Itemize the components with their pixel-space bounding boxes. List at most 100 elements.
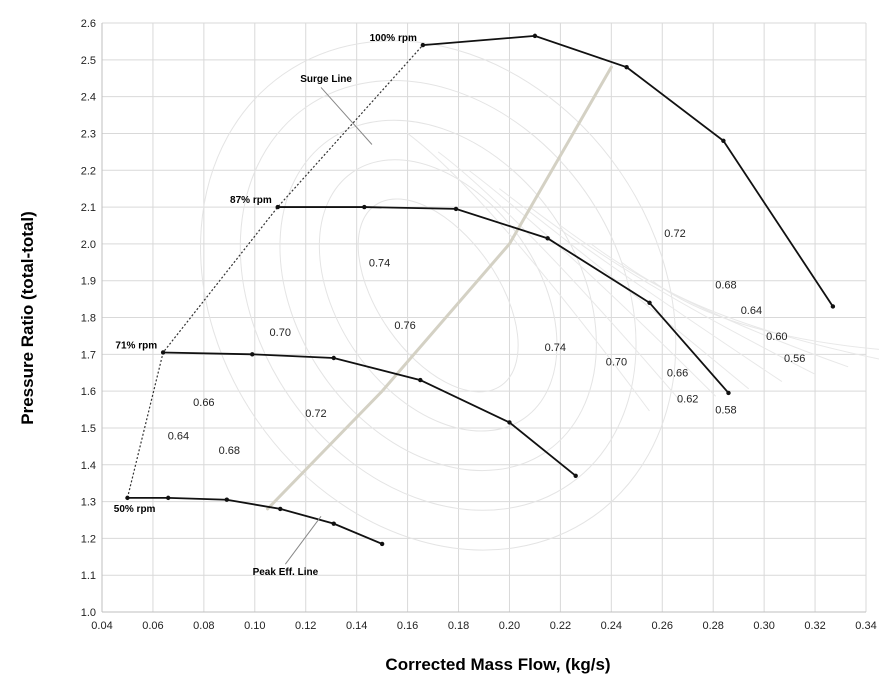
y-tick-label: 1.8 <box>81 313 96 325</box>
x-tick-label: 0.14 <box>346 620 367 632</box>
efficiency-contour <box>468 169 717 397</box>
efficiency-label: 0.60 <box>766 331 787 343</box>
x-tick-label: 0.12 <box>295 620 316 632</box>
speed-line-point <box>507 420 512 425</box>
x-tick-label: 0.04 <box>91 620 112 632</box>
speed-line-label: 71% rpm <box>115 340 157 351</box>
y-tick-label: 2.4 <box>81 92 96 104</box>
y-tick-label: 1.2 <box>81 533 96 545</box>
speed-line-point <box>362 204 367 210</box>
speed-line-point <box>224 497 229 502</box>
y-tick-label: 1.0 <box>81 607 96 619</box>
x-tick-label: 0.26 <box>652 620 673 632</box>
x-tick-label: 0.32 <box>804 620 825 632</box>
efficiency-label: 0.68 <box>715 279 736 291</box>
efficiency-contour <box>437 151 683 404</box>
gridlines <box>101 22 867 613</box>
efficiency-contour <box>560 225 816 375</box>
x-tick-label: 0.10 <box>244 620 265 632</box>
x-tick-label: 0.34 <box>855 620 876 632</box>
efficiency-contour <box>239 80 637 511</box>
y-tick-label: 2.2 <box>81 165 96 177</box>
speed-line-point <box>624 64 629 70</box>
speed-line-label: 100% rpm <box>370 33 417 44</box>
efficiency-contour <box>279 119 597 472</box>
annotation-leader <box>320 87 373 145</box>
speed-line-point <box>647 300 652 305</box>
speed-line-point <box>830 304 836 309</box>
speed-line-point <box>418 377 423 383</box>
speed-line-label: 87% rpm <box>230 195 272 206</box>
speed-line-point <box>573 473 578 478</box>
x-tick-label: 0.06 <box>142 620 163 632</box>
speed-line-point <box>420 42 426 48</box>
efficiency-contour <box>357 198 519 393</box>
x-tick-label: 0.08 <box>193 620 214 632</box>
speed-line-point <box>331 521 336 526</box>
efficiency-label: 0.66 <box>667 368 688 380</box>
speed-line-point <box>278 506 283 512</box>
efficiency-label: 0.74 <box>369 257 390 269</box>
x-tick-label: 0.16 <box>397 620 418 632</box>
y-tick-label: 2.1 <box>81 202 96 214</box>
tick-labels: 0.04 0.06 0.08 0.10 0.12 0.14 0.16 0.18 0.20 0.22… <box>81 18 877 632</box>
speed-line-point <box>250 352 255 357</box>
annotation-label: Surge Line <box>300 74 352 85</box>
efficiency-label: 0.70 <box>606 357 627 369</box>
efficiency-contour <box>529 206 783 382</box>
y-tick-label: 1.7 <box>81 349 96 361</box>
y-tick-label: 1.5 <box>81 423 96 435</box>
y-tick-label: 1.3 <box>81 497 96 509</box>
y-tick-label: 1.9 <box>81 276 96 288</box>
y-tick-label: 1.4 <box>81 460 96 472</box>
efficiency-label: 0.56 <box>784 353 805 365</box>
chart-labels: 100% rpm 87% rpm 71% rpm 50% rpm 0.74 0.76 0.7… <box>114 33 806 578</box>
plot-frame <box>101 23 866 613</box>
speed-line-point <box>275 204 280 210</box>
x-tick-label: 0.28 <box>702 620 723 632</box>
x-tick-label: 0.22 <box>550 620 571 632</box>
annotation-label: Peak Eff. Line <box>253 567 319 578</box>
speed-line-point <box>379 541 385 547</box>
efficiency-label: 0.64 <box>168 430 189 442</box>
efficiency-label: 0.76 <box>394 320 415 332</box>
speed-line <box>127 496 383 545</box>
x-axis-title: Corrected Mass Flow, (kg/s) <box>385 655 610 674</box>
y-tick-label: 2.3 <box>81 128 96 140</box>
speed-line-point <box>453 206 459 212</box>
efficiency-label: 0.74 <box>545 342 566 354</box>
speed-line <box>163 351 577 477</box>
efficiency-contours <box>200 40 879 551</box>
y-tick-label: 2.5 <box>81 55 96 67</box>
efficiency-label: 0.72 <box>664 228 685 240</box>
efficiency-contour <box>318 159 558 432</box>
efficiency-label: 0.64 <box>741 305 762 317</box>
speed-line-point <box>545 236 550 241</box>
efficiency-contour <box>498 188 750 390</box>
speed-line-point <box>166 495 171 501</box>
peak-efficiency-line <box>266 65 613 511</box>
efficiency-label: 0.68 <box>219 445 240 457</box>
annotation-leader <box>284 515 322 565</box>
y-tick-label: 2.6 <box>81 18 96 30</box>
speed-line-point <box>532 33 538 39</box>
speed-line-point <box>726 390 731 396</box>
speed-line-point <box>125 495 130 501</box>
x-tick-label: 0.20 <box>499 620 520 632</box>
x-tick-label: 0.30 <box>753 620 774 632</box>
speed-line <box>277 206 730 394</box>
efficiency-contour <box>621 261 879 360</box>
efficiency-label: 0.66 <box>193 397 214 409</box>
y-axis-title: Pressure Ratio (total-total) <box>18 211 37 424</box>
efficiency-label: 0.58 <box>715 405 736 417</box>
speed-lines <box>125 33 836 547</box>
speed-line-point <box>721 138 726 143</box>
y-tick-label: 1.6 <box>81 386 96 398</box>
efficiency-label: 0.62 <box>677 393 698 405</box>
efficiency-contour <box>407 133 650 412</box>
efficiency-contour <box>590 243 849 368</box>
x-tick-label: 0.18 <box>448 620 469 632</box>
speed-line-point <box>331 355 336 361</box>
